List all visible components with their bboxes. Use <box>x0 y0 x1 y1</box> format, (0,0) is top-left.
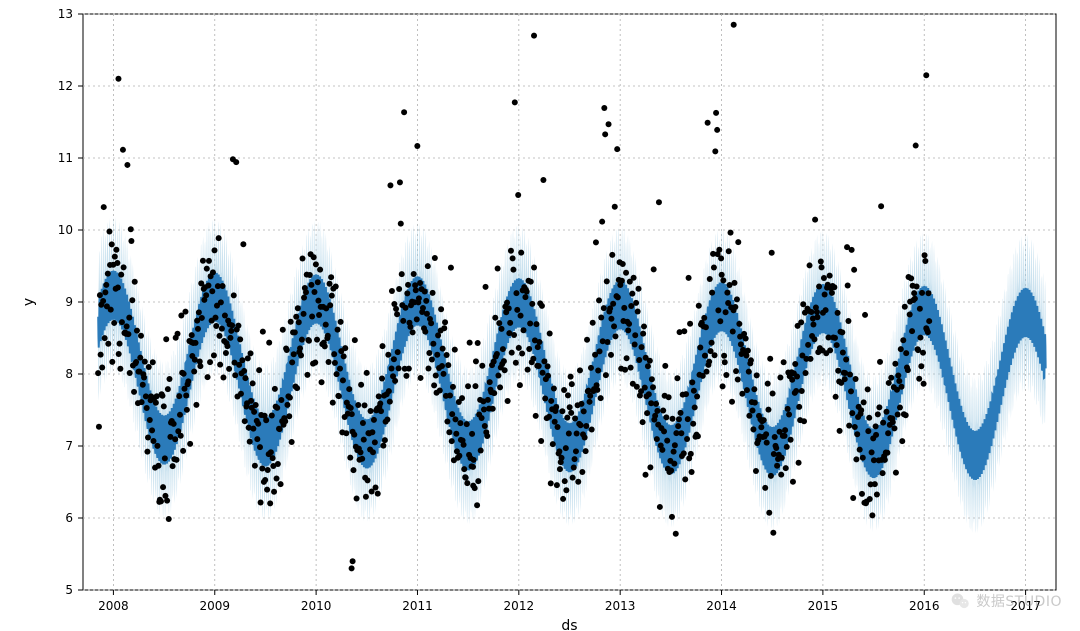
svg-text:2012: 2012 <box>504 599 535 613</box>
svg-text:2017: 2017 <box>1010 599 1041 613</box>
svg-text:2009: 2009 <box>199 599 230 613</box>
svg-text:11: 11 <box>58 151 73 165</box>
svg-text:5: 5 <box>65 583 73 597</box>
svg-text:2013: 2013 <box>605 599 636 613</box>
svg-text:2016: 2016 <box>909 599 940 613</box>
svg-text:2015: 2015 <box>808 599 839 613</box>
svg-text:2011: 2011 <box>402 599 433 613</box>
svg-text:9: 9 <box>65 295 73 309</box>
svg-text:ds: ds <box>561 618 577 631</box>
svg-text:2010: 2010 <box>301 599 332 613</box>
svg-text:2008: 2008 <box>98 599 129 613</box>
svg-text:y: y <box>21 298 37 306</box>
forecast-chart: 5 6 7 8 9 10 11 12 13 2008 2009 2010 2011 2012 2013 201… <box>0 0 1080 631</box>
svg-text:12: 12 <box>58 79 73 93</box>
svg-text:7: 7 <box>65 439 73 453</box>
svg-text:6: 6 <box>65 511 73 525</box>
svg-text:10: 10 <box>58 223 73 237</box>
svg-text:2014: 2014 <box>706 599 737 613</box>
svg-text:8: 8 <box>65 367 73 381</box>
svg-text:13: 13 <box>58 7 73 21</box>
